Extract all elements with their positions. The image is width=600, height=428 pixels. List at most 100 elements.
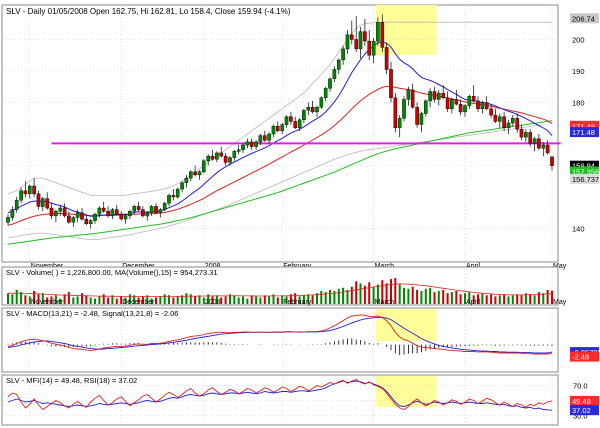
candle-body bbox=[171, 195, 176, 198]
volume-bar bbox=[46, 297, 49, 304]
volume-bar bbox=[259, 297, 262, 304]
candle-body bbox=[110, 209, 115, 217]
volume-bar bbox=[146, 295, 149, 304]
candle bbox=[154, 203, 158, 215]
candle bbox=[441, 85, 446, 100]
candle bbox=[402, 96, 406, 122]
candle-body bbox=[210, 155, 215, 160]
candle-body bbox=[410, 89, 415, 108]
macd-line bbox=[7, 314, 553, 355]
volume-bar bbox=[202, 297, 205, 304]
candle bbox=[489, 104, 493, 119]
volume-bar bbox=[172, 297, 175, 304]
volume-bar bbox=[272, 294, 275, 305]
candle bbox=[550, 156, 554, 171]
candle-body bbox=[6, 217, 10, 223]
candle-body bbox=[41, 198, 45, 207]
price-ytick-180: 180 bbox=[572, 99, 585, 108]
volume-bar bbox=[11, 294, 14, 305]
candle-body bbox=[476, 100, 480, 110]
volume-bar bbox=[15, 289, 18, 304]
volume-xlabel-2008: 2008 bbox=[205, 299, 221, 306]
volume-bar bbox=[529, 294, 532, 305]
candle bbox=[415, 102, 419, 128]
mfi-right-label-box bbox=[570, 405, 599, 416]
volume-bar bbox=[50, 296, 53, 304]
volume-bar bbox=[520, 295, 523, 304]
price-header: SLV - Daily 01/05/2008 Open 162.75, Hi 1… bbox=[6, 7, 291, 16]
candle-body bbox=[424, 100, 428, 114]
candle-body bbox=[106, 210, 110, 217]
mfi-right-label-text: 49.48 bbox=[572, 397, 591, 406]
volume-bar bbox=[76, 296, 79, 304]
candle-body bbox=[149, 206, 154, 213]
candle-body bbox=[23, 190, 28, 195]
volume-bar bbox=[215, 295, 218, 304]
volume-bar bbox=[181, 295, 184, 304]
volume-bar bbox=[403, 287, 405, 305]
candle bbox=[132, 204, 137, 215]
volume-bar bbox=[124, 297, 127, 304]
candle-body bbox=[145, 212, 150, 217]
candle-body bbox=[54, 210, 58, 217]
candle bbox=[384, 42, 389, 75]
candle bbox=[136, 201, 141, 212]
mfi-highlight-box bbox=[375, 376, 437, 407]
macd-header: SLV - MACD(13,21) = -2.48, Signal(13,21,… bbox=[6, 309, 178, 318]
candle bbox=[337, 58, 341, 75]
candle-body bbox=[315, 106, 319, 113]
candle-body bbox=[136, 206, 141, 210]
volume-bar bbox=[102, 294, 105, 305]
candle-body bbox=[515, 118, 519, 130]
volume-bar bbox=[381, 280, 384, 304]
candle-body bbox=[58, 207, 62, 212]
candle bbox=[506, 119, 511, 134]
volume-bar bbox=[446, 293, 449, 304]
rsi-line bbox=[7, 380, 553, 411]
volume-bar bbox=[155, 297, 157, 304]
candle-body bbox=[219, 152, 224, 157]
volume-bar bbox=[137, 297, 140, 304]
candle-body bbox=[88, 220, 93, 225]
candle bbox=[145, 211, 150, 221]
volume-bar bbox=[250, 295, 253, 304]
volume-bar bbox=[224, 296, 227, 304]
candle bbox=[71, 215, 76, 227]
candle-body bbox=[537, 138, 541, 149]
candle-body bbox=[345, 34, 350, 50]
price-right-label-text: 206.74 bbox=[572, 14, 595, 23]
volume-bar bbox=[237, 297, 240, 304]
candle bbox=[458, 99, 463, 116]
candle bbox=[519, 124, 524, 141]
candle-body bbox=[175, 188, 180, 198]
candle-body bbox=[158, 209, 163, 214]
price-right-label: 206.74 bbox=[570, 13, 599, 24]
candle-body bbox=[450, 99, 454, 110]
candle-body bbox=[428, 91, 432, 102]
candle-body bbox=[45, 198, 49, 209]
volume-bar bbox=[242, 296, 244, 304]
candle-body bbox=[28, 185, 32, 195]
candle bbox=[341, 45, 345, 65]
volume-bar bbox=[120, 296, 123, 304]
volume-bar bbox=[41, 293, 44, 304]
candle bbox=[219, 146, 224, 158]
candle-body bbox=[184, 177, 189, 184]
candle-body bbox=[128, 210, 132, 217]
volume-bar bbox=[298, 296, 301, 304]
candle bbox=[450, 97, 454, 114]
candle bbox=[232, 149, 237, 161]
candle-body bbox=[480, 102, 485, 110]
price-right-label: 171.48 bbox=[570, 127, 599, 138]
volume-bar bbox=[159, 296, 162, 304]
volume-bar bbox=[416, 289, 419, 304]
candle-body bbox=[498, 116, 502, 122]
mfi-line bbox=[7, 379, 553, 411]
candle bbox=[280, 123, 285, 134]
candle bbox=[180, 181, 184, 193]
candle-body bbox=[489, 108, 493, 116]
candle bbox=[93, 212, 97, 224]
volume-bar bbox=[285, 296, 288, 304]
candle bbox=[532, 137, 537, 152]
